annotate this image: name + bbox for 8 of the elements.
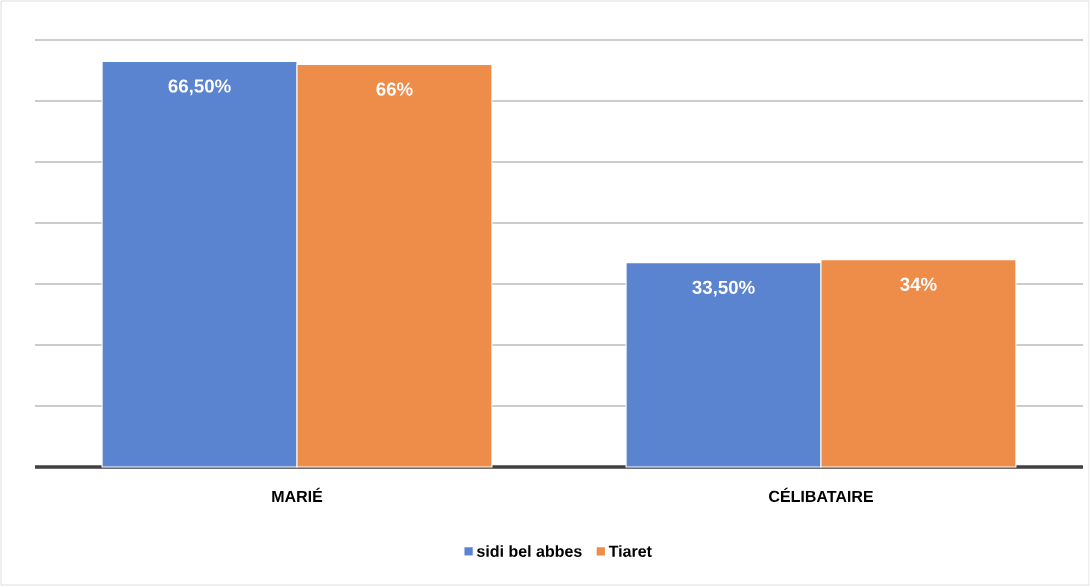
x-tick-label: MARIÉ bbox=[272, 487, 323, 502]
legend-label: Tiaret bbox=[608, 545, 652, 557]
data-label: 66% bbox=[376, 82, 413, 96]
x-tick-label: CÉLIBATAIRE bbox=[769, 487, 873, 503]
data-label: 34% bbox=[900, 277, 937, 291]
data-label: 33,50% bbox=[692, 280, 755, 297]
legend-label: sidi bel abbes bbox=[477, 545, 582, 557]
data-label: 66,50% bbox=[168, 79, 231, 96]
